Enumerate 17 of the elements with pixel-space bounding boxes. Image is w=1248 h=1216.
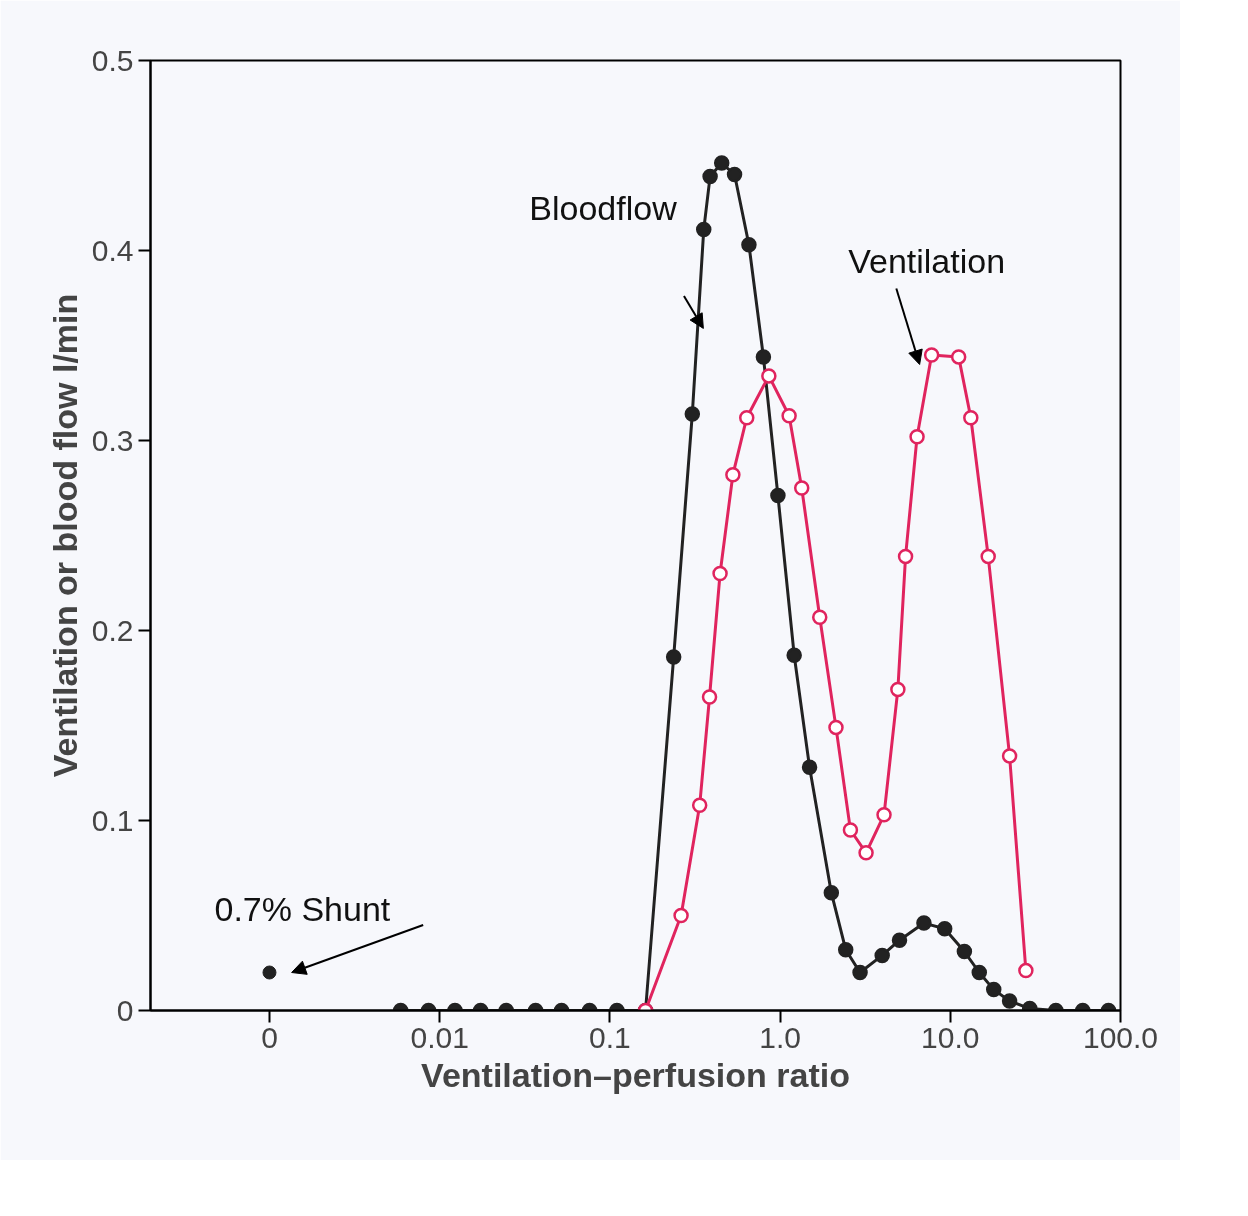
x-tick-label: 0: [261, 1020, 278, 1054]
x-tick-label: 0.01: [410, 1020, 469, 1054]
series-label: Bloodflow: [529, 189, 678, 228]
y-tick-label: 0.3: [91, 423, 134, 457]
annotation: 0.7% Shunt: [214, 889, 391, 928]
x-tick-label: 10.0: [921, 1020, 980, 1054]
y-tick-label: 0.2: [91, 613, 134, 647]
y-tick-label: 0.1: [91, 803, 134, 837]
y-tick-label: 0.5: [91, 43, 134, 77]
x-tick-label: 100.0: [1082, 1020, 1159, 1054]
x-axis-title: Ventilation–perfusion ratio: [421, 1055, 850, 1094]
y-tick-label: 0.4: [91, 233, 134, 267]
y-tick-label: 0: [116, 993, 134, 1027]
y-axis-title: Ventilation or blood flow l/min: [45, 293, 84, 778]
text: Ventilation: [848, 242, 1006, 280]
x-tick-label: 1.0: [759, 1020, 801, 1054]
x-tick-label: 0.1: [589, 1020, 631, 1054]
